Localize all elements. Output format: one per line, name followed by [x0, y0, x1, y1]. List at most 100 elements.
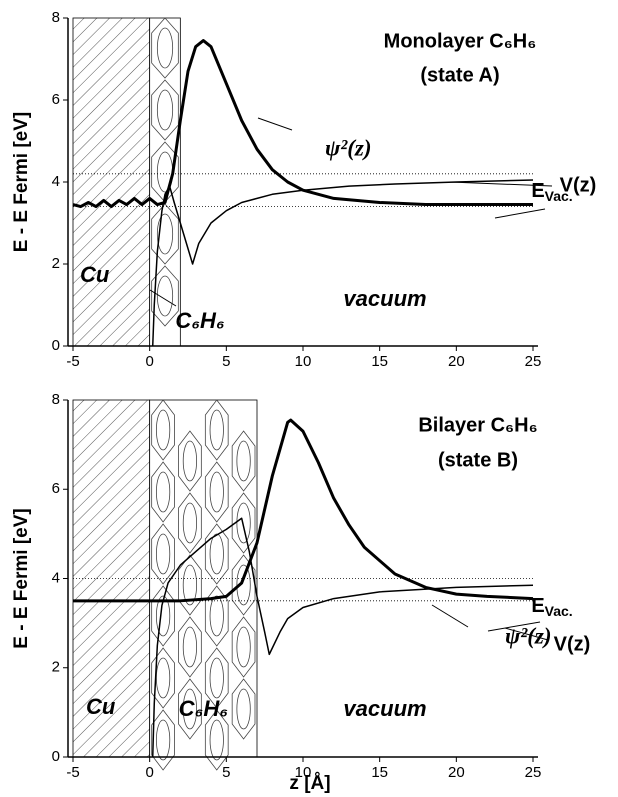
molecule-outline	[151, 79, 179, 141]
x-tick-label: 10	[295, 764, 312, 781]
panel-subtitle: (state A)	[420, 64, 499, 86]
molecule-outline	[151, 265, 179, 327]
y-axis-label: E - E Fermi [eV]	[11, 112, 32, 252]
region	[72, 17, 151, 347]
region-label: Cu	[86, 694, 116, 719]
medium-label: vacuum	[343, 696, 426, 721]
molecule-outline	[151, 709, 175, 771]
molecule-outline	[178, 492, 202, 554]
x-tick-label: 5	[222, 353, 230, 370]
molecule-outline	[178, 554, 202, 616]
molecule-orbital	[182, 502, 198, 544]
molecule-orbital	[155, 471, 171, 513]
molecule-orbital	[156, 275, 174, 317]
molecule-orbital	[155, 657, 171, 699]
molecule-outline	[178, 616, 202, 678]
molecule-orbital	[236, 440, 251, 482]
molecule-orbital	[236, 564, 251, 606]
molecule-orbital	[156, 89, 174, 131]
molecule-orbital	[209, 595, 224, 637]
curve	[72, 39, 533, 209]
molecule-orbital	[182, 626, 198, 668]
evac-sub: Vac.	[545, 188, 573, 204]
evac-label: EVac.	[531, 595, 572, 618]
evac-label: EVac.	[531, 180, 572, 203]
molecules	[151, 399, 256, 771]
molecule-orbital	[182, 688, 198, 730]
molecule-orbital	[236, 688, 251, 730]
molecule-orbital	[209, 409, 224, 451]
molecule-orbital	[209, 719, 224, 761]
x-tick-label: -5	[66, 353, 79, 370]
curve-label: V(z)	[560, 174, 597, 196]
molecule-outline	[151, 17, 179, 79]
y-axis-label: E - E Fermi [eV]	[11, 508, 32, 648]
evac-sub: Vac.	[545, 603, 573, 619]
x-tick-label: 15	[371, 353, 388, 370]
y-tick-label: 8	[52, 9, 60, 26]
curve	[73, 418, 534, 603]
y-tick-label: 2	[52, 659, 60, 676]
region-label: Cu	[80, 262, 110, 287]
molecule-orbital	[156, 213, 174, 255]
region-label: C₆H₆	[175, 308, 225, 333]
x-tick-label: 15	[371, 764, 388, 781]
molecule-orbital	[236, 626, 251, 668]
y-tick-label: 4	[52, 173, 60, 190]
x-tick-label: 0	[145, 353, 153, 370]
panel-subtitle: (state B)	[438, 449, 518, 471]
leader-line	[431, 604, 469, 628]
curve	[151, 517, 534, 758]
molecule-orbital	[155, 533, 171, 575]
curve-label: V(z)	[554, 633, 591, 655]
panel-title: Bilayer C₆H₆	[418, 414, 537, 436]
molecule-outline	[151, 203, 179, 265]
molecule-outline	[231, 554, 256, 616]
y-tick-label: 0	[52, 748, 60, 765]
x-tick-label: -5	[66, 764, 79, 781]
molecule-orbital	[209, 533, 224, 575]
x-tick-label: 10	[295, 353, 312, 370]
molecule-orbital	[155, 409, 171, 451]
molecule-outline	[204, 461, 229, 523]
molecule-outline	[178, 678, 202, 740]
y-tick-label: 6	[52, 91, 60, 108]
y-tick-label: 0	[52, 337, 60, 354]
x-tick-label: 5	[222, 764, 230, 781]
leader-line	[257, 117, 293, 131]
molecule-orbital	[155, 719, 171, 761]
molecule-orbital	[209, 657, 224, 699]
molecule-outline	[151, 647, 175, 709]
curve-label: ψ²(z)	[325, 135, 372, 160]
molecule-outline	[204, 709, 229, 771]
molecule-outline	[204, 647, 229, 709]
evac-main: E	[531, 595, 544, 617]
molecule-outline	[151, 461, 175, 523]
molecule-orbital	[182, 440, 198, 482]
x-axis-label: z [Å]	[289, 773, 330, 794]
molecule-outline	[231, 492, 256, 554]
evac-main: E	[531, 180, 544, 202]
molecule-outline	[231, 678, 256, 740]
leader-line	[487, 621, 541, 632]
medium-label: vacuum	[343, 286, 426, 311]
region-label: C₆H₆	[179, 696, 229, 721]
panel-title: Monolayer C₆H₆	[384, 30, 537, 52]
molecule-outline	[204, 523, 229, 585]
molecule-outline	[204, 399, 229, 461]
molecule-orbital	[155, 595, 171, 637]
x-tick-label: 20	[448, 764, 465, 781]
leader-line	[449, 181, 553, 187]
y-tick-label: 6	[52, 480, 60, 497]
curve-label: ψ²(z)	[505, 623, 552, 648]
x-tick-label: 20	[448, 353, 465, 370]
x-tick-label: 25	[525, 764, 542, 781]
curve	[151, 179, 534, 347]
molecule-outline	[231, 616, 256, 678]
x-tick-label: 25	[525, 353, 542, 370]
molecule-outline	[231, 430, 256, 492]
y-tick-label: 2	[52, 255, 60, 272]
molecule-orbital	[182, 564, 198, 606]
molecule-orbital	[156, 27, 174, 69]
